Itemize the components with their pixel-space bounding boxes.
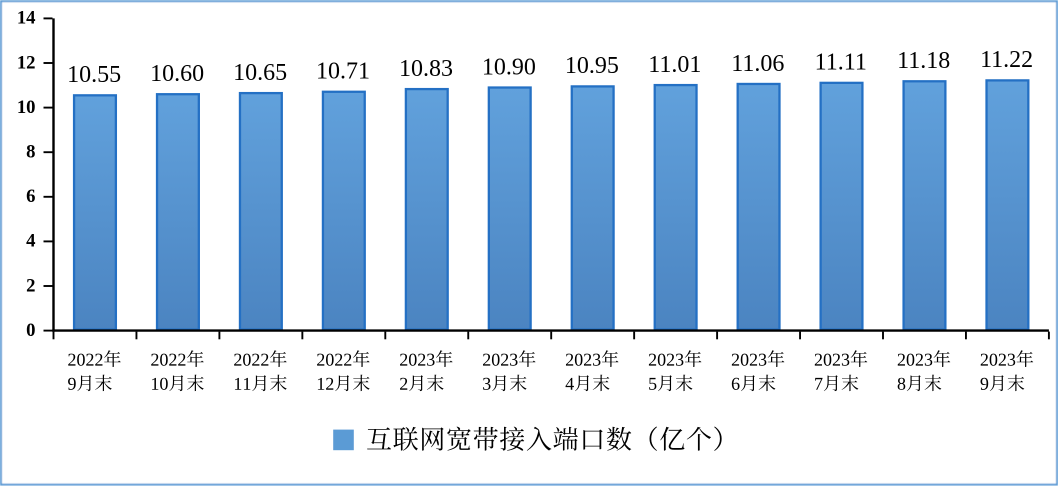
svg-text:11.11: 11.11 [815, 50, 867, 76]
svg-text:11.22: 11.22 [980, 47, 1033, 73]
svg-text:0: 0 [26, 320, 35, 341]
svg-text:11.01: 11.01 [648, 52, 701, 78]
svg-text:10.83: 10.83 [399, 56, 453, 82]
svg-text:10.55: 10.55 [67, 62, 121, 88]
svg-text:10: 10 [17, 97, 36, 118]
svg-text:12: 12 [17, 52, 36, 73]
svg-text:10.65: 10.65 [233, 60, 287, 86]
svg-text:10.71: 10.71 [316, 59, 370, 85]
svg-text:10.60: 10.60 [150, 61, 204, 87]
svg-text:10.95: 10.95 [565, 53, 619, 79]
svg-text:11.06: 11.06 [731, 51, 784, 77]
svg-text:10.90: 10.90 [482, 54, 536, 80]
svg-text:2: 2 [26, 275, 35, 296]
svg-text:14: 14 [17, 8, 36, 29]
svg-text:6: 6 [26, 186, 35, 207]
svg-text:8: 8 [26, 142, 35, 163]
svg-text:11.18: 11.18 [897, 48, 950, 74]
svg-text:4: 4 [26, 231, 35, 252]
